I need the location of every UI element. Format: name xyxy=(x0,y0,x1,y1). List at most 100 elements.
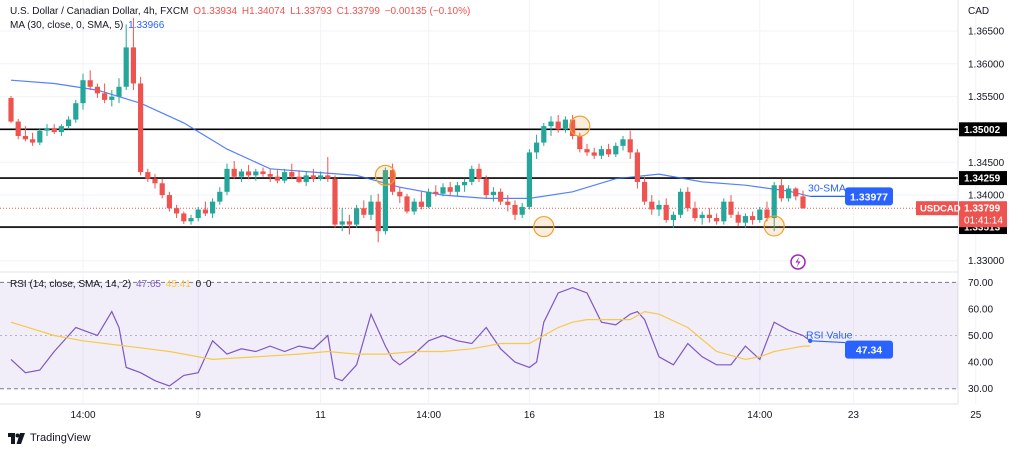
candle-body xyxy=(37,130,43,143)
candle-body xyxy=(469,168,475,182)
candle-body xyxy=(670,214,676,221)
candle-body xyxy=(526,152,532,207)
candle-body xyxy=(238,171,244,177)
candle-body xyxy=(174,208,180,214)
candle-body xyxy=(634,152,640,182)
time-tick-label: 25 xyxy=(970,410,982,421)
price-pane-bg xyxy=(0,0,958,272)
rsi-pointer-dot xyxy=(808,338,813,344)
candle-body xyxy=(94,86,100,94)
candle-body xyxy=(210,201,216,214)
candle-body xyxy=(735,214,741,223)
candle-body xyxy=(116,86,122,97)
price-tick-label: 1.33000 xyxy=(968,256,1005,267)
candle-body xyxy=(476,168,482,179)
candle-body xyxy=(368,201,374,215)
candle-body xyxy=(152,178,158,184)
price-tick-label: 1.36500 xyxy=(968,26,1005,37)
level-tag-text: 1.33513 xyxy=(964,223,1001,234)
level-tag-text: 1.34259 xyxy=(964,174,1001,185)
candle-body xyxy=(202,209,208,214)
ma-polyline xyxy=(10,79,811,199)
rsi-legend[interactable]: RSI (14, close, SMA, 14, 2) 47.65 45.41 … xyxy=(10,279,213,290)
candle-body xyxy=(123,47,129,87)
time-tick-label: 11 xyxy=(315,410,326,421)
candle-body xyxy=(598,149,604,156)
ma-legend[interactable]: MA (30, close, 0, SMA, 5) 1.33966 xyxy=(10,20,166,31)
candle-body xyxy=(541,126,547,143)
countdown-text: 01:41:14 xyxy=(964,216,1003,227)
candle-body xyxy=(339,221,345,225)
candle-body xyxy=(512,204,518,215)
candle-body xyxy=(303,175,309,182)
candle-body xyxy=(548,121,554,127)
candle-body xyxy=(606,149,612,155)
candle-body xyxy=(757,209,763,221)
candle-body xyxy=(390,170,396,192)
rsi-tick-label: 30.00 xyxy=(968,384,993,395)
low-value: L1.33793 xyxy=(290,6,332,17)
ma-line xyxy=(10,79,845,199)
price-tick-label: 1.34000 xyxy=(968,191,1005,202)
time-tick-label: 9 xyxy=(195,410,201,421)
tradingview-logo[interactable]: TradingView xyxy=(8,432,91,444)
candle-body xyxy=(555,121,561,130)
rsi-value: 47.65 xyxy=(135,279,161,290)
rsi-extra-2: 0 xyxy=(205,279,212,290)
candle-body xyxy=(793,188,799,197)
candle-body xyxy=(462,181,468,186)
ma-label: MA (30, close, 0, SMA, 5) xyxy=(10,20,124,31)
rsi-value-text: 47.34 xyxy=(856,345,882,357)
candle-body xyxy=(138,83,144,173)
currency-label: CAD xyxy=(968,6,990,17)
candle-body xyxy=(231,168,237,177)
candle-body xyxy=(217,191,223,202)
rsi-polyline xyxy=(10,286,811,387)
candle-body xyxy=(382,170,388,232)
chart-header: U.S. Dollar / Canadian Dollar, 4h, FXCM … xyxy=(10,6,472,17)
candle-body xyxy=(649,201,655,210)
candle-body xyxy=(260,171,266,175)
symbol-title[interactable]: U.S. Dollar / Canadian Dollar, 4h, FXCM xyxy=(10,6,189,17)
candle-body xyxy=(498,191,504,202)
close-value: C1.33799 xyxy=(336,6,380,17)
candle-body xyxy=(692,208,698,219)
rsi-axis[interactable]: 70.00 60.00 50.00 40.00 30.00 xyxy=(968,278,993,395)
change-value: −0.00135 (−0.10%) xyxy=(384,6,471,17)
candle-body xyxy=(454,185,460,192)
high-value: H1.34074 xyxy=(241,6,286,17)
candle-body xyxy=(447,187,453,192)
candle-body xyxy=(706,214,712,219)
candle-body xyxy=(800,196,806,209)
candle-body xyxy=(332,178,338,225)
candle-body xyxy=(411,201,417,212)
candle-body xyxy=(620,139,626,146)
highlight-circles xyxy=(374,115,785,238)
candle-body xyxy=(73,103,79,120)
rsi-pointer-line xyxy=(810,340,846,344)
candle-body xyxy=(289,172,295,177)
rsi-tick-label: 40.00 xyxy=(968,358,993,369)
highlight-circle xyxy=(569,115,591,137)
candle-body xyxy=(627,139,633,153)
highlight-circle xyxy=(763,215,785,237)
rsi-value-box xyxy=(845,340,893,359)
candle-body xyxy=(109,96,115,100)
candle-body xyxy=(721,201,727,222)
candle-body xyxy=(195,209,201,219)
tradingview-logo-icon xyxy=(8,432,25,444)
price-tag-text: 1.33799 xyxy=(964,204,1001,215)
candle-body xyxy=(519,206,525,215)
candle-body xyxy=(8,97,14,122)
candle-body xyxy=(570,119,576,136)
lightning-icon[interactable] xyxy=(790,254,806,270)
candle-body xyxy=(188,218,194,222)
candle-body xyxy=(764,209,770,219)
candle-body xyxy=(346,221,352,225)
candle-body xyxy=(728,201,734,215)
sma-value-box xyxy=(845,187,893,206)
candle-body xyxy=(325,175,331,179)
open-value: O1.33934 xyxy=(193,6,238,17)
